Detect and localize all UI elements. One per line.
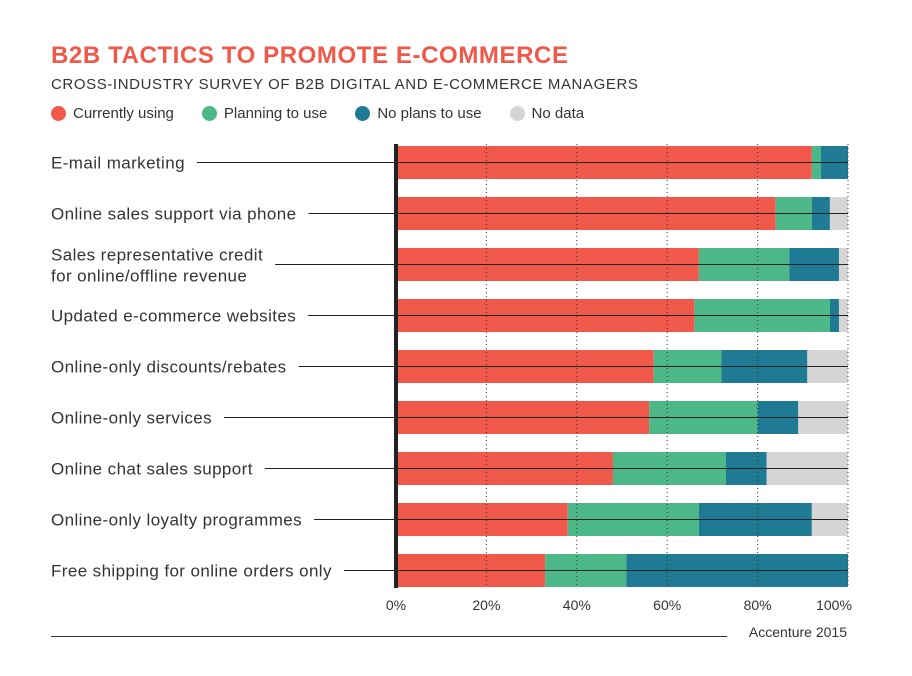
legend-swatch-no-data — [509, 106, 525, 121]
category-label: Online-only loyalty programmes — [51, 511, 302, 530]
category-label: Updated e-commerce websites — [51, 307, 296, 326]
x-tick-label: 100% — [816, 597, 852, 613]
x-tick-label: 40% — [563, 597, 591, 613]
chart-subtitle: CROSS-INDUSTRY SURVEY OF B2B DIGITAL AND… — [51, 76, 639, 93]
category-label: Online-only services — [51, 409, 212, 428]
legend-item-currently-using: Currently using — [51, 105, 174, 122]
legend: Currently using Planning to use No plans… — [51, 105, 612, 122]
x-tick-label: 60% — [653, 597, 681, 613]
category-label-line: for online/offline revenue — [51, 267, 247, 286]
category-label: Online chat sales support — [51, 460, 253, 479]
legend-swatch-currently-using — [51, 106, 66, 121]
legend-item-no-plans: No plans to use — [355, 105, 482, 122]
category-label-line: Online-only loyalty programmes — [51, 511, 302, 530]
legend-label: No plans to use — [377, 105, 482, 122]
category-label: Free shipping for online orders only — [51, 562, 332, 581]
category-label-line: Online-only services — [51, 409, 212, 428]
category-label-line: Online-only discounts/rebates — [51, 358, 287, 377]
category-label-line: Updated e-commerce websites — [51, 307, 296, 326]
legend-label: Currently using — [73, 105, 174, 122]
category-label-line: Free shipping for online orders only — [51, 562, 332, 581]
category-label: E-mail marketing — [51, 154, 185, 173]
legend-item-no-data: No data — [509, 105, 585, 122]
x-tick-label: 0% — [386, 597, 406, 613]
category-label: Sales representative credit for online/of… — [51, 246, 263, 286]
source-credit: Accenture 2015 — [748, 624, 847, 640]
legend-swatch-no-plans — [355, 106, 371, 121]
legend-item-planning-to-use: Planning to use — [201, 105, 328, 122]
legend-label: No data — [531, 105, 585, 122]
x-tick-label: 20% — [472, 597, 500, 613]
x-tick-label: 80% — [744, 597, 772, 613]
category-label-line: Online sales support via phone — [51, 205, 296, 224]
category-label-line: Online chat sales support — [51, 460, 253, 479]
legend-swatch-planning-to-use — [201, 106, 217, 121]
footer-divider — [51, 636, 727, 637]
category-label-line: Sales representative credit — [51, 246, 263, 265]
category-label: Online-only discounts/rebates — [51, 358, 287, 377]
legend-label: Planning to use — [223, 105, 328, 122]
category-label-line: E-mail marketing — [51, 154, 185, 173]
category-label: Online sales support via phone — [51, 205, 296, 224]
chart-title: B2B TACTICS TO PROMOTE E-COMMERCE — [51, 42, 569, 69]
